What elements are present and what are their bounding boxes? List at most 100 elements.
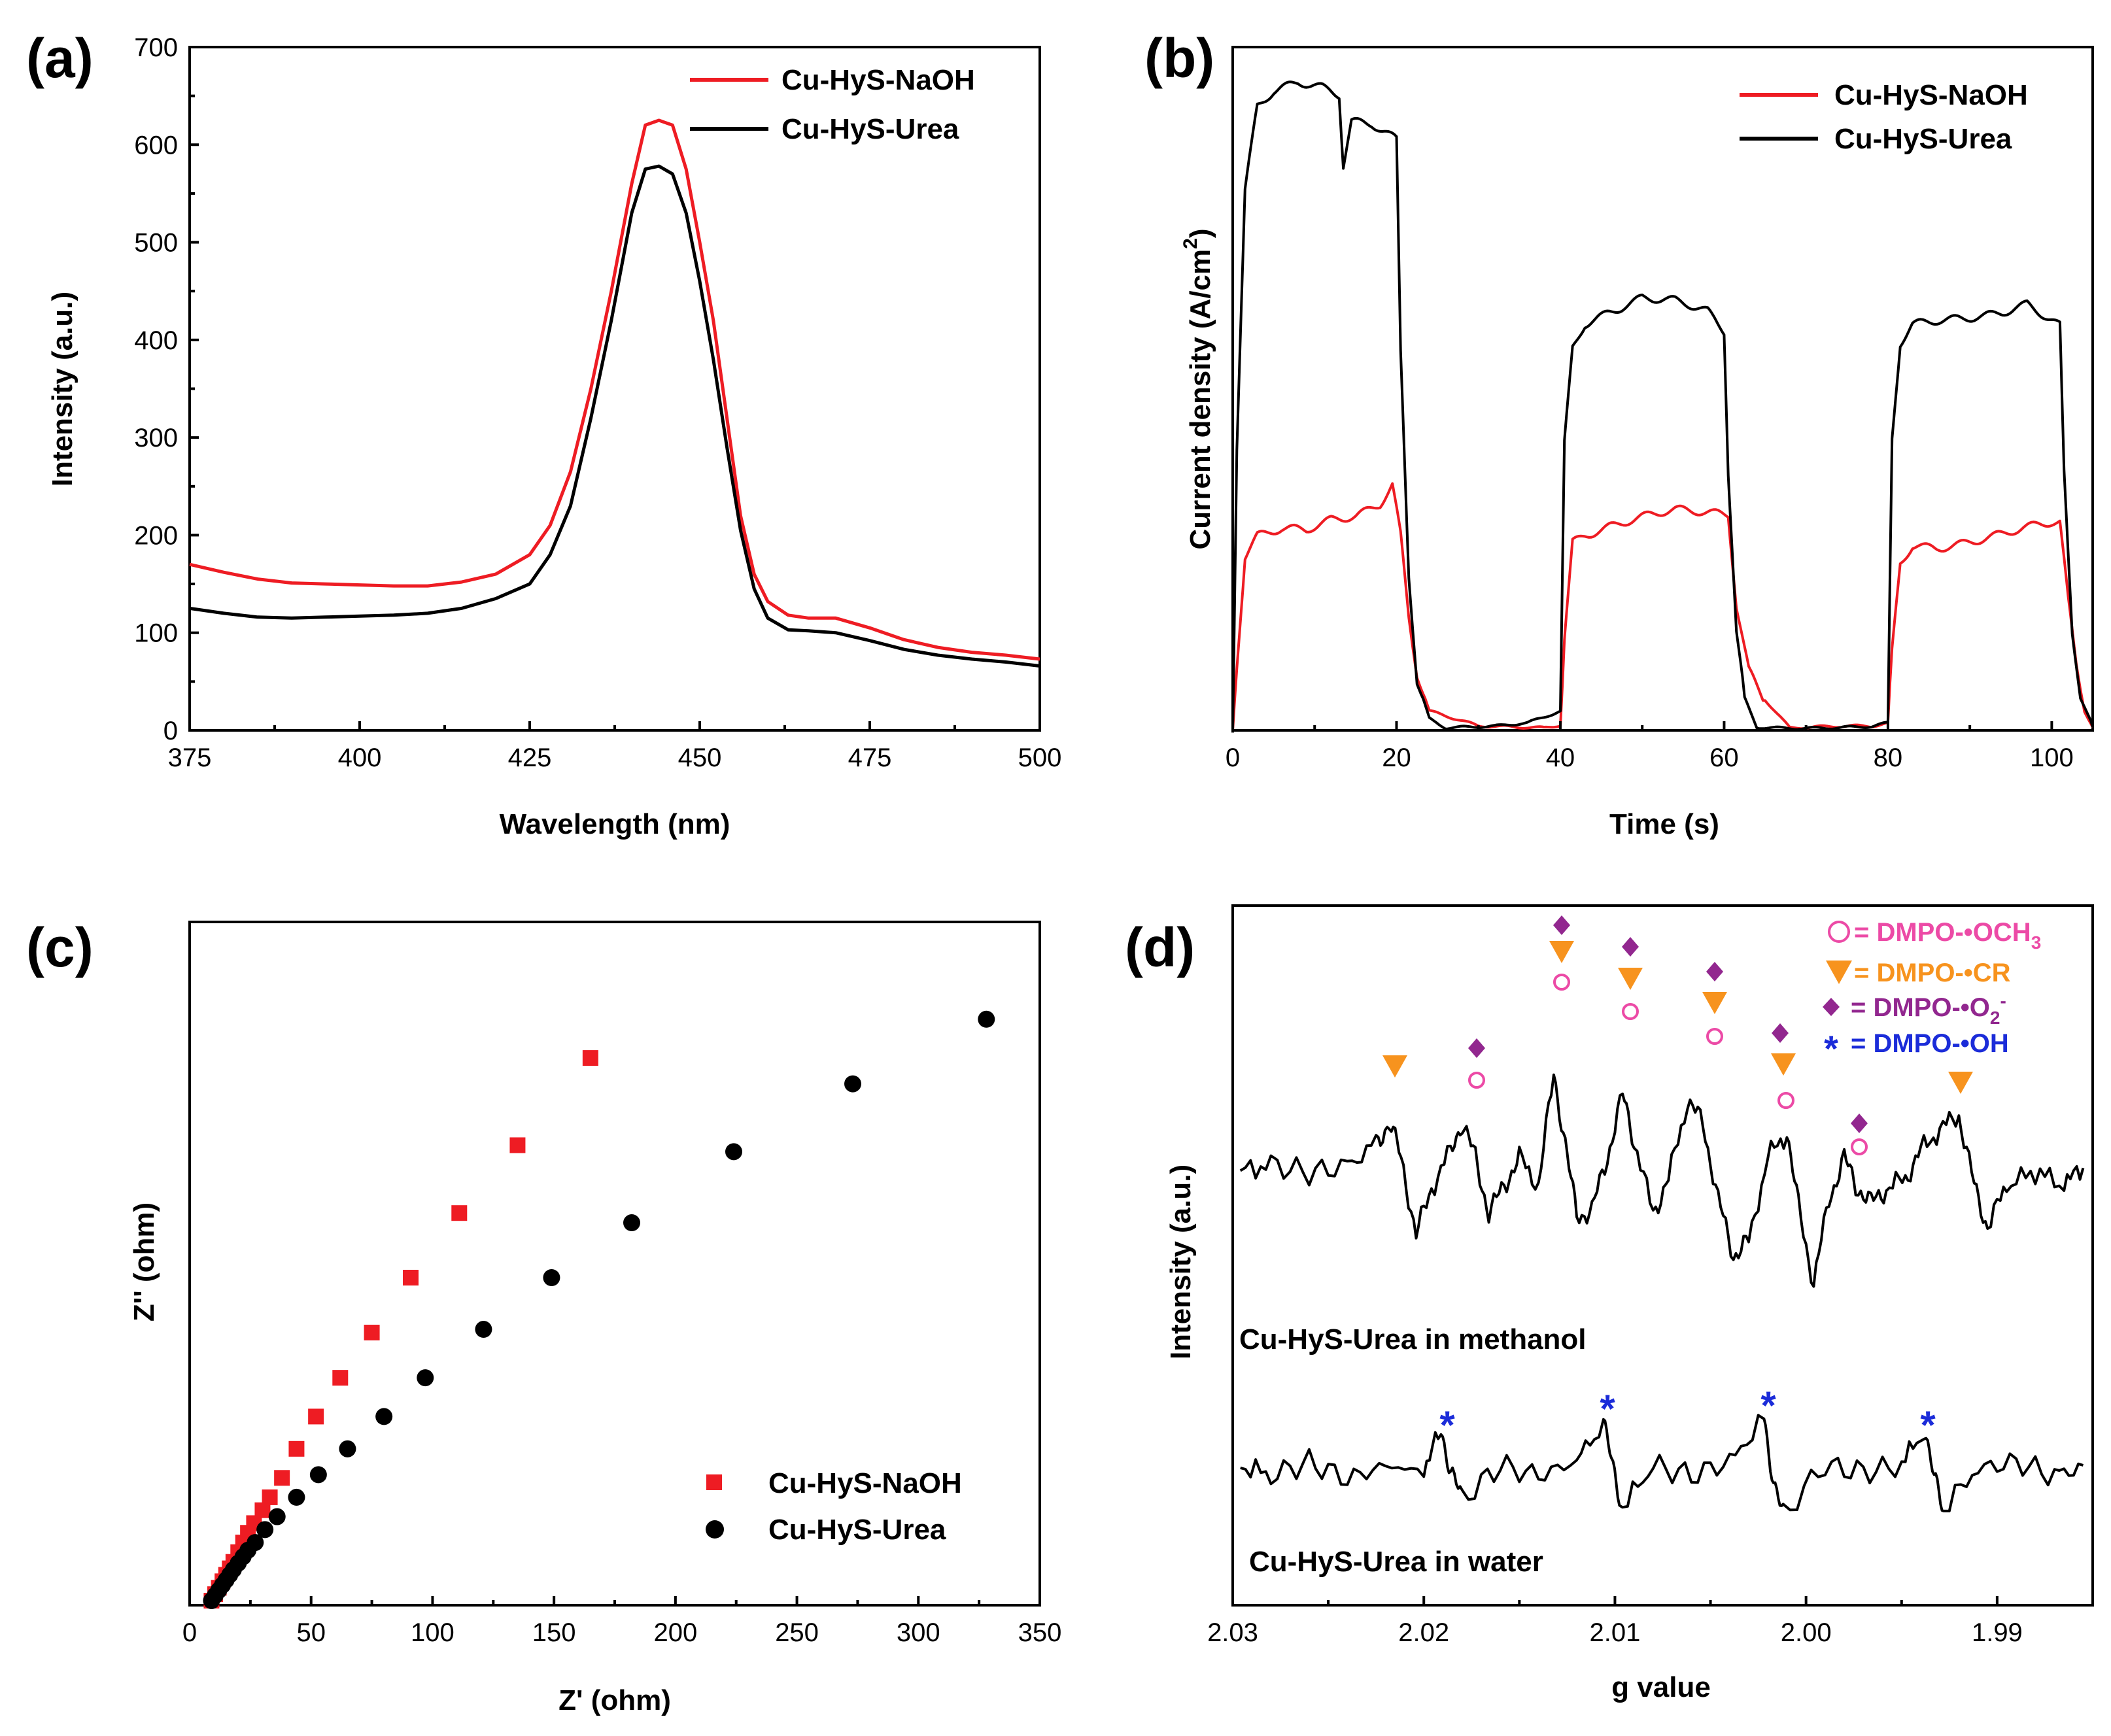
legend-marker-urea xyxy=(706,1520,724,1539)
panel-d-frame xyxy=(1231,904,2094,1607)
panel-a-ylabel: Intensity (a.u.) xyxy=(46,292,78,486)
x-tick-label: 475 xyxy=(848,743,892,772)
panel-b-frame xyxy=(1231,46,2094,732)
point-naoh xyxy=(332,1370,349,1386)
triangle-marker xyxy=(1382,1055,1407,1078)
diamond-marker xyxy=(1851,1114,1868,1133)
legend-label-urea: Cu-HyS-Urea xyxy=(781,113,959,145)
panel-d-epr: (d) Intensity (a.u.) g value Cu-HyS-Urea… xyxy=(1125,904,2094,1703)
panel-c-xlabel: Z' (ohm) xyxy=(558,1684,671,1716)
legend-marker-label: = DMPO-•O2- xyxy=(1851,991,2006,1028)
x-tick-label: 500 xyxy=(1018,743,1062,772)
legend-label-urea: Cu-HyS-Urea xyxy=(1834,123,2012,155)
x-tick-label: 0 xyxy=(182,1618,197,1647)
panel-d-ylabel: Intensity (a.u.) xyxy=(1165,1165,1197,1359)
point-naoh xyxy=(451,1205,468,1221)
point-urea xyxy=(247,1534,264,1552)
panel-c-nyquist: (c) Z'' (ohm) Z' (ohm) Cu-HyS-NaOH Cu-Hy… xyxy=(26,917,1061,1716)
x-tick-label: 375 xyxy=(168,743,212,772)
diamond-marker xyxy=(1553,915,1570,935)
point-urea xyxy=(288,1488,305,1506)
x-tick-label: 20 xyxy=(1382,743,1411,772)
point-naoh xyxy=(262,1489,278,1505)
triangle-marker xyxy=(1948,1072,1973,1094)
panel-label-c: (c) xyxy=(26,917,94,978)
panel-b-photocurrent: (b) Current density (A/cm2) Time (s) Cu-… xyxy=(1144,27,2094,840)
y-tick-label: 300 xyxy=(134,424,178,452)
star-marker: * xyxy=(1760,1384,1776,1427)
legend-label-naoh: Cu-HyS-NaOH xyxy=(768,1467,962,1499)
legend-marker-label: = DMPO-•OCH3 xyxy=(1854,918,2041,953)
legend-label-naoh: Cu-HyS-NaOH xyxy=(1834,79,2028,111)
point-naoh xyxy=(288,1440,305,1457)
diamond-marker xyxy=(1772,1023,1789,1043)
legend-star-icon: * xyxy=(1824,1028,1838,1069)
series-line-methanol xyxy=(1239,1073,2085,1288)
x-tick-label: 450 xyxy=(678,743,722,772)
legend-diamond-icon xyxy=(1823,998,1840,1016)
trace-label-methanol: Cu-HyS-Urea in methanol xyxy=(1239,1323,1587,1355)
point-urea xyxy=(309,1466,327,1484)
ring-marker xyxy=(1851,1138,1868,1155)
triangle-marker xyxy=(1549,941,1574,963)
legend-ring-icon xyxy=(1828,921,1850,943)
x-tick-label: 350 xyxy=(1018,1618,1062,1647)
point-urea xyxy=(844,1075,861,1093)
x-tick-label: 425 xyxy=(508,743,552,772)
x-tick-label: 50 xyxy=(296,1618,326,1647)
panel-a-spectrum: (a) Intensity (a.u.) Wavelength (nm) Cu-… xyxy=(26,27,1061,840)
panel-label-b: (b) xyxy=(1144,27,1214,89)
triangle-marker xyxy=(1702,992,1727,1014)
panel-label-d: (d) xyxy=(1125,917,1195,978)
panel-b-ylabel: Current density (A/cm2) xyxy=(1180,229,1216,550)
x-tick-label: 250 xyxy=(775,1618,819,1647)
legend-marker-label: = DMPO-•OH xyxy=(1851,1029,2009,1058)
diamond-marker xyxy=(1468,1038,1485,1058)
x-tick-label: 0 xyxy=(1226,743,1240,772)
panel-label-a: (a) xyxy=(26,27,94,89)
legend-label-naoh: Cu-HyS-NaOH xyxy=(781,64,975,96)
series-line-naoh xyxy=(189,118,1040,661)
x-tick-label: 100 xyxy=(2030,743,2074,772)
point-urea xyxy=(256,1521,274,1539)
triangle-marker xyxy=(1618,968,1643,990)
series-line-naoh xyxy=(1231,482,2094,731)
x-tick-label: 1.99 xyxy=(1972,1618,2023,1647)
x-tick-label: 200 xyxy=(653,1618,697,1647)
x-tick-label: 2.00 xyxy=(1781,1618,1832,1647)
legend-triangle-icon xyxy=(1826,961,1852,984)
point-naoh xyxy=(364,1324,380,1340)
triangle-marker xyxy=(1771,1053,1796,1076)
trace-label-water: Cu-HyS-Urea in water xyxy=(1249,1546,1543,1578)
point-urea xyxy=(268,1508,286,1525)
panel-c-legend: Cu-HyS-NaOH Cu-HyS-Urea xyxy=(706,1467,962,1546)
y-tick-label: 400 xyxy=(134,326,178,355)
x-tick-label: 2.02 xyxy=(1398,1618,1449,1647)
legend-marker-naoh xyxy=(706,1474,722,1490)
y-tick-label: 700 xyxy=(134,33,178,62)
x-tick-label: 80 xyxy=(1874,743,1903,772)
point-naoh xyxy=(582,1050,598,1066)
x-tick-label: 40 xyxy=(1546,743,1575,772)
y-tick-label: 100 xyxy=(134,619,178,648)
panel-b-xlabel: Time (s) xyxy=(1609,808,1719,840)
legend-marker-label: = DMPO-•CR xyxy=(1854,959,2011,987)
point-naoh xyxy=(509,1137,526,1153)
point-urea xyxy=(543,1269,560,1286)
point-urea xyxy=(475,1321,492,1338)
star-marker: * xyxy=(1600,1387,1615,1431)
ring-marker xyxy=(1777,1092,1794,1109)
panel-b-legend: Cu-HyS-NaOH Cu-HyS-Urea xyxy=(1740,79,2028,155)
panel-d-xlabel: g value xyxy=(1611,1671,1711,1703)
point-naoh xyxy=(274,1470,290,1486)
diamond-marker xyxy=(1706,962,1723,981)
point-urea xyxy=(375,1408,393,1425)
ring-marker xyxy=(1553,974,1570,991)
x-tick-label: 2.03 xyxy=(1207,1618,1258,1647)
diamond-marker xyxy=(1622,937,1639,957)
x-tick-label: 2.01 xyxy=(1590,1618,1641,1647)
y-tick-label: 600 xyxy=(134,131,178,160)
ring-marker xyxy=(1706,1028,1723,1045)
x-tick-label: 60 xyxy=(1709,743,1739,772)
